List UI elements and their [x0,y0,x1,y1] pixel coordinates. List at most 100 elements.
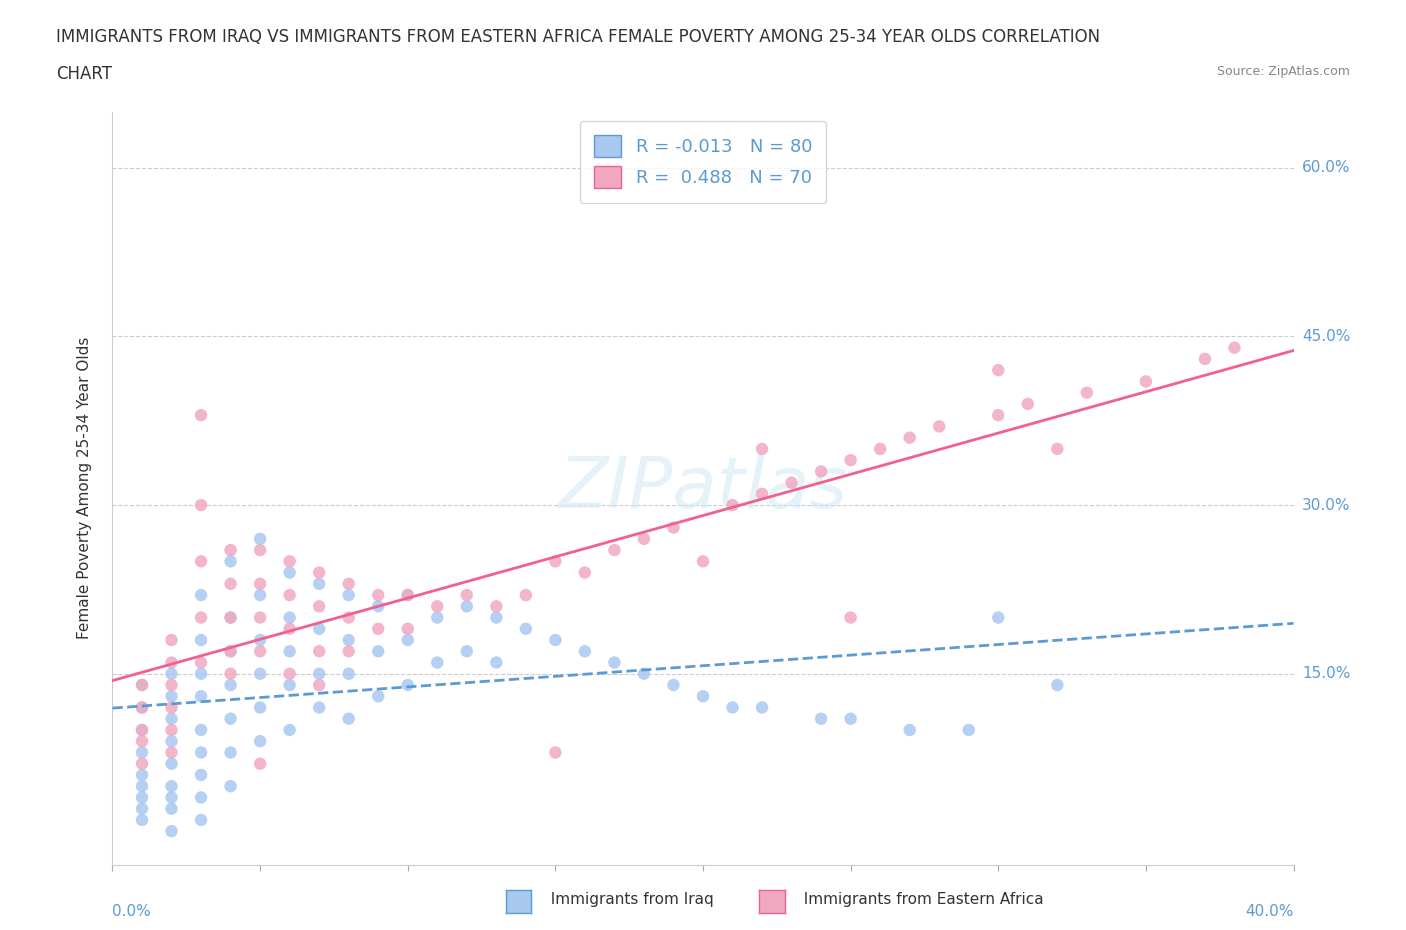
Point [337,577,360,591]
Point [160,778,183,793]
Text: 0.0%: 0.0% [112,904,152,919]
Point [308,644,330,658]
Point [160,655,183,670]
Point [249,588,271,603]
Point [780,475,803,490]
Point [662,520,685,535]
Point [1194,352,1216,366]
Text: ZIPatlas: ZIPatlas [558,454,848,523]
Point [131,778,153,793]
Point [219,610,242,625]
Point [160,678,183,693]
Point [633,666,655,681]
Point [1046,678,1069,693]
Point [692,689,714,704]
Point [574,644,596,658]
Point [367,644,389,658]
Point [278,678,301,693]
Point [190,723,212,737]
Point [633,531,655,546]
Point [574,565,596,580]
Point [190,407,212,422]
Point [190,790,212,804]
Point [131,678,153,693]
Point [219,644,242,658]
Point [987,407,1010,422]
Point [603,542,626,557]
Point [751,442,773,457]
Point [219,644,242,658]
Point [219,745,242,760]
Point [721,700,744,715]
Point [278,723,301,737]
Point [898,723,921,737]
Point [249,610,271,625]
Point [219,542,242,557]
Point [249,734,271,749]
Point [456,588,478,603]
Point [160,689,183,704]
Point [160,632,183,647]
Point [337,644,360,658]
Point [396,621,419,636]
Point [249,542,271,557]
Point [278,565,301,580]
Point [515,588,537,603]
Point [337,588,360,603]
Point [337,632,360,647]
Point [367,588,389,603]
Point [131,756,153,771]
Text: 60.0%: 60.0% [1302,160,1350,176]
Point [367,689,389,704]
Point [839,610,862,625]
Point [278,621,301,636]
Point [426,599,449,614]
Point [219,678,242,693]
Point [278,666,301,681]
Point [131,723,153,737]
Point [219,778,242,793]
Point [249,700,271,715]
Point [426,610,449,625]
Point [692,554,714,569]
Point [839,711,862,726]
Point [219,711,242,726]
Point [396,632,419,647]
Point [160,723,183,737]
Point [160,700,183,715]
Text: 30.0%: 30.0% [1302,498,1350,512]
Point [426,655,449,670]
Text: Immigrants from Eastern Africa: Immigrants from Eastern Africa [794,892,1045,907]
Point [396,588,419,603]
Point [219,577,242,591]
Y-axis label: Female Poverty Among 25-34 Year Olds: Female Poverty Among 25-34 Year Olds [77,337,91,640]
Point [456,599,478,614]
Point [810,711,832,726]
Point [190,655,212,670]
Point [751,486,773,501]
Point [131,813,153,828]
Point [337,610,360,625]
Point [190,745,212,760]
Point [131,802,153,817]
Point [751,700,773,715]
Point [190,632,212,647]
Point [396,678,419,693]
Point [308,565,330,580]
Point [249,577,271,591]
Point [721,498,744,512]
Point [485,599,508,614]
Point [308,678,330,693]
Point [367,621,389,636]
Point [987,363,1010,378]
Point [131,678,153,693]
Point [987,610,1010,625]
Point [131,723,153,737]
Point [190,554,212,569]
Point [131,767,153,782]
Point [1046,442,1069,457]
Point [160,666,183,681]
Text: 15.0%: 15.0% [1302,666,1350,682]
Point [515,621,537,636]
Point [928,419,950,434]
